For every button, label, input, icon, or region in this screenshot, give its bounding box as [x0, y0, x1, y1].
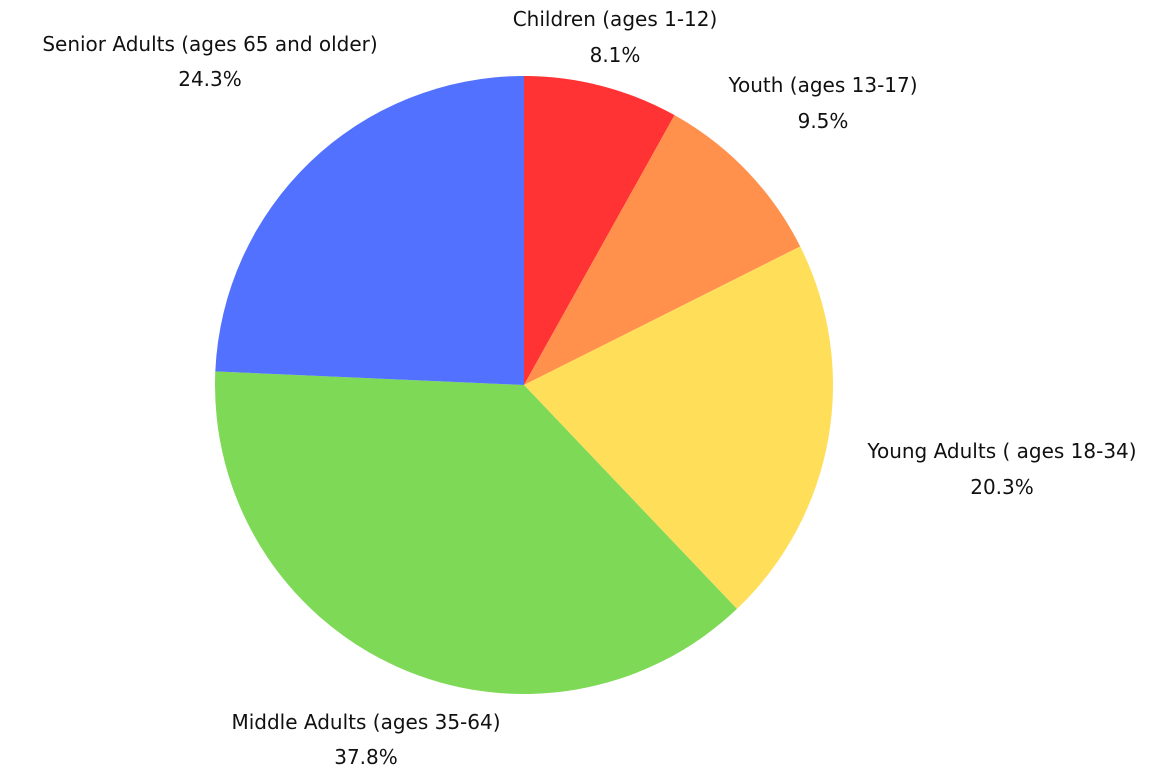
- slice-label-4: Senior Adults (ages 65 and older): [42, 32, 377, 56]
- pie-slice-4: [215, 76, 524, 385]
- slice-value-label-0: 8.1%: [590, 43, 641, 67]
- slice-value-label-4: 24.3%: [178, 67, 242, 91]
- slice-value-label-1: 9.5%: [798, 109, 849, 133]
- slice-label-1: Youth (ages 13-17): [727, 73, 917, 97]
- slice-label-3: Middle Adults (ages 35-64): [231, 710, 500, 734]
- pie-slices: [215, 76, 833, 695]
- pie-slice-2: [524, 246, 833, 609]
- pie-slice-3: [215, 371, 737, 695]
- slice-value-label-2: 20.3%: [970, 475, 1034, 499]
- pie-slice-0: [524, 76, 675, 385]
- slice-value-label-3: 37.8%: [334, 745, 398, 765]
- slice-label-2: Young Adults ( ages 18-34): [866, 439, 1136, 463]
- pie-slice-1: [524, 115, 801, 386]
- slice-label-0: Children (ages 1-12): [513, 7, 718, 31]
- pie-labels: Children (ages 1-12) 8.1% Youth (ages 13-1…: [42, 7, 1136, 769]
